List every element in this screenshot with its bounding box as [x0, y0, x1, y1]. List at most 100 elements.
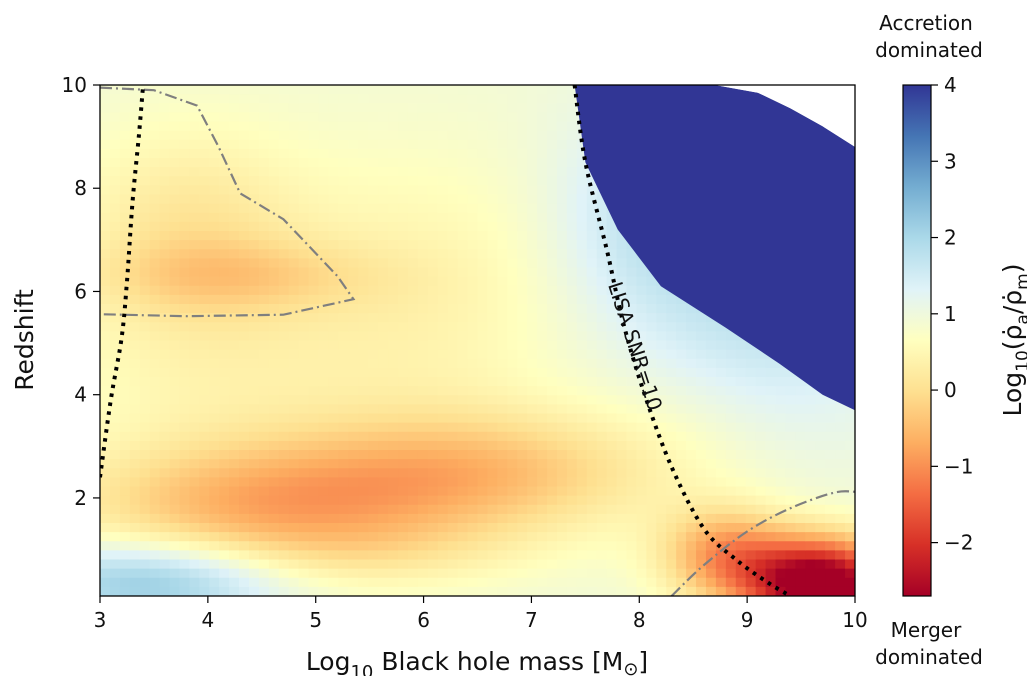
heatmap-cell	[825, 459, 836, 469]
heatmap-cell	[179, 577, 190, 588]
heatmap-cell	[636, 459, 647, 469]
heatmap-cell	[447, 194, 459, 205]
heatmap-cell	[318, 349, 330, 360]
heatmap-cell	[556, 495, 568, 506]
heatmap-cell	[348, 194, 359, 205]
heatmap-cell	[576, 395, 588, 405]
heatmap-cell	[219, 504, 230, 515]
heatmap-cell	[666, 431, 677, 442]
heatmap-cell	[547, 450, 558, 460]
heatmap-cell	[417, 221, 429, 232]
heatmap-cell	[368, 386, 379, 396]
heatmap-cell	[258, 85, 270, 95]
heatmap-cell	[199, 559, 210, 570]
heatmap-cell	[835, 431, 846, 442]
heatmap-cell	[815, 586, 826, 596]
colorbar-tick-label: −1	[944, 454, 973, 478]
heatmap-cell	[556, 413, 568, 424]
heatmap-cell	[149, 185, 161, 196]
heatmap-cell	[109, 486, 121, 497]
heatmap-cell	[249, 103, 260, 113]
heatmap-cell	[378, 176, 389, 186]
heatmap-cell	[765, 413, 777, 424]
heatmap-cell	[467, 294, 479, 305]
heatmap-cell	[825, 513, 836, 524]
heatmap-cell	[100, 103, 111, 113]
heatmap-cell	[318, 112, 330, 123]
heatmap-cell	[835, 495, 846, 506]
heatmap-cell	[358, 367, 369, 378]
heatmap-cell	[278, 322, 290, 332]
heatmap-cell	[626, 523, 638, 533]
heatmap-cell	[537, 568, 548, 579]
heatmap-cell	[288, 331, 300, 342]
heatmap-cell	[427, 240, 439, 250]
heatmap-cell	[358, 322, 369, 332]
heatmap-cell	[308, 294, 320, 305]
heatmap-cell	[517, 513, 528, 524]
heatmap-cell	[159, 586, 171, 596]
heatmap-cell	[477, 139, 489, 150]
heatmap-cell	[477, 285, 489, 296]
heatmap-cell	[189, 395, 200, 405]
heatmap-cell	[398, 331, 409, 342]
heatmap-cell	[348, 94, 359, 104]
heatmap-cell	[537, 322, 548, 332]
heatmap-cell	[159, 495, 171, 506]
heatmap-cell	[437, 194, 449, 205]
heatmap-cell	[427, 586, 439, 596]
heatmap-cell	[328, 477, 340, 488]
heatmap-cell	[566, 422, 578, 433]
heatmap-cell	[586, 322, 598, 332]
heatmap-cell	[487, 504, 498, 515]
heatmap-cell	[735, 477, 747, 488]
heatmap-cell	[159, 349, 171, 360]
heatmap-cell	[457, 586, 469, 596]
heatmap-cell	[298, 477, 310, 488]
heatmap-cell	[656, 504, 667, 515]
heatmap-cell	[249, 541, 260, 551]
heatmap-cell	[457, 504, 469, 515]
heatmap-cell	[179, 468, 190, 478]
heatmap-cell	[586, 431, 598, 442]
heatmap-cell	[437, 477, 449, 488]
heatmap-cell	[785, 404, 796, 415]
heatmap-cell	[566, 130, 578, 141]
heatmap-cell	[348, 167, 359, 177]
heatmap-cell	[566, 85, 578, 95]
heatmap-cell	[169, 340, 181, 351]
heatmap-cell	[249, 94, 260, 104]
heatmap-cell	[159, 285, 171, 296]
heatmap-cell	[765, 367, 777, 378]
heatmap-cell	[437, 331, 449, 342]
heatmap-cell	[477, 167, 489, 177]
heatmap-cell	[596, 486, 608, 497]
heatmap-cell	[497, 313, 508, 323]
heatmap-cell	[398, 112, 409, 123]
heatmap-cell	[338, 386, 349, 396]
heatmap-cell	[576, 532, 588, 542]
heatmap-cell	[229, 386, 240, 396]
heatmap-cell	[109, 367, 121, 378]
heatmap-cell	[527, 413, 538, 424]
heatmap-cell	[417, 167, 429, 177]
heatmap-cell	[676, 495, 687, 506]
heatmap-cell	[507, 304, 518, 314]
heatmap-cell	[646, 276, 657, 287]
heatmap-cell	[676, 513, 687, 524]
heatmap-cell	[705, 459, 717, 469]
heatmap-cell	[566, 395, 578, 405]
heatmap-cell	[487, 450, 498, 460]
heatmap-cell	[497, 331, 508, 342]
heatmap-cell	[209, 340, 220, 351]
heatmap-cell	[278, 112, 290, 123]
heatmap-cell	[745, 440, 757, 451]
heatmap-cell	[507, 440, 518, 451]
heatmap-cell	[358, 203, 369, 214]
heatmap-cell	[119, 358, 131, 369]
heatmap-cell	[129, 240, 141, 250]
heatmap-cell	[189, 258, 200, 269]
heatmap-cell	[556, 532, 568, 542]
heatmap-cell	[169, 148, 181, 159]
heatmap-cell	[239, 495, 250, 506]
